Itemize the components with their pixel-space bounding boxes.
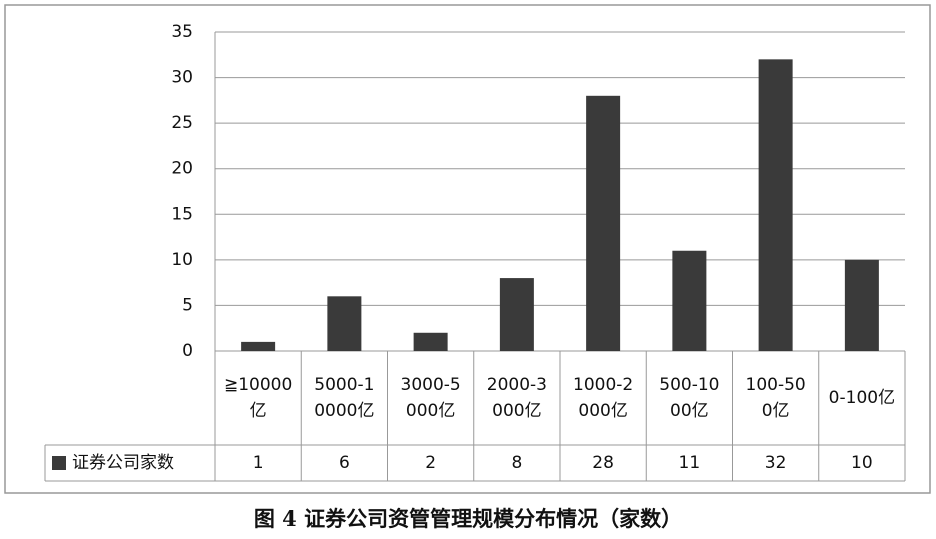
x-tick-label: ≧10000亿 [223, 375, 293, 421]
y-tick-label: 25 [171, 113, 193, 133]
table-value: 2 [425, 453, 437, 473]
y-tick-label: 15 [171, 204, 193, 224]
x-tick-label: 100-500亿 [745, 375, 806, 421]
chart-title: 图 4 证券公司资管管理规模分布情况（家数） [253, 506, 683, 531]
bar [241, 341, 276, 351]
y-tick-label: 10 [171, 250, 193, 270]
table-value: 32 [764, 453, 787, 473]
bar [672, 250, 707, 351]
y-tick-label: 5 [182, 295, 193, 315]
y-tick-label: 30 [171, 68, 193, 88]
x-tick-label: 2000-3000亿 [486, 375, 547, 421]
table-value: 11 [678, 453, 701, 473]
table-value: 28 [592, 453, 614, 473]
table-value: 10 [851, 453, 873, 473]
bar [499, 278, 534, 351]
table-value: 1 [252, 453, 264, 473]
bar [844, 259, 879, 351]
bar [327, 296, 362, 351]
table-value: 8 [511, 453, 523, 473]
legend-swatch [52, 456, 66, 470]
y-tick-label: 35 [171, 22, 193, 42]
bar [413, 332, 448, 351]
table-value: 6 [338, 453, 350, 473]
x-tick-label: 500-1000亿 [659, 375, 720, 421]
x-tick-label: 5000-10000亿 [314, 375, 375, 421]
bar [758, 59, 793, 351]
x-tick-label: 0-100亿 [828, 388, 896, 408]
legend-label: 证券公司家数 [72, 453, 174, 473]
x-tick-label: 1000-2000亿 [573, 375, 634, 421]
x-tick-label: 3000-5000亿 [400, 375, 461, 421]
y-tick-label: 20 [171, 159, 193, 179]
bar [586, 95, 621, 351]
chart-border [4, 4, 931, 494]
y-tick-label: 0 [182, 341, 193, 361]
